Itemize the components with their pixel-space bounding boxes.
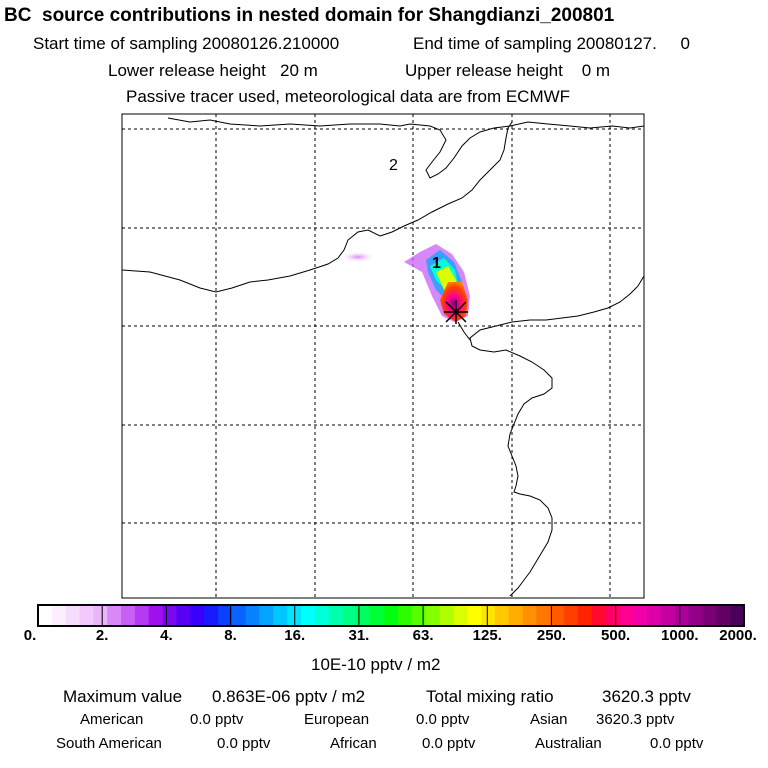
colorbar-tick-label: 500. — [601, 627, 631, 644]
colorbar-swatch — [480, 605, 496, 626]
colorbar-swatch — [536, 605, 551, 626]
colorbar-swatch — [688, 605, 704, 626]
colorbar-swatch — [301, 605, 316, 626]
colorbar-swatch — [93, 605, 108, 626]
colorbar-swatch — [591, 605, 607, 626]
colorbar-swatch — [273, 605, 288, 626]
colorbar-swatch — [107, 605, 122, 626]
colorbar-tick-label: 31. — [348, 627, 370, 644]
colorbar-swatch — [134, 605, 150, 626]
site-label-1: 1 — [432, 255, 441, 272]
colorbar-swatch — [633, 605, 648, 626]
colorbar-tick-label: 125. — [472, 627, 502, 644]
colorbar-swatch — [605, 605, 621, 626]
colorbar-swatch — [564, 605, 579, 626]
colorbar-frame — [37, 604, 745, 627]
colorbar-tick-label: 8. — [224, 627, 237, 644]
colorbar-swatch — [411, 605, 427, 626]
colorbar-swatch — [245, 605, 261, 626]
colorbar-swatch — [342, 605, 357, 626]
colorbar-swatch — [702, 605, 717, 626]
colorbar-tick-label: 2. — [95, 627, 109, 644]
region-african-label: African — [330, 735, 377, 752]
max-value: 0.863E-06 pptv / m2 — [212, 687, 366, 706]
colorbar-swatch — [314, 605, 330, 626]
region-african-value: 0.0 pptv — [422, 735, 476, 752]
coastlines — [122, 117, 644, 597]
colorbar-swatch — [259, 605, 274, 626]
colorbar-tick-label: 4. — [160, 627, 173, 644]
colorbar-swatch — [397, 605, 413, 626]
colorbar-swatch — [577, 605, 593, 626]
colorbar-swatch — [522, 605, 537, 626]
region-australian-value: 0.0 pptv — [650, 735, 704, 752]
colorbar-swatch — [217, 605, 233, 626]
colorbar-unit: 10E-10 pptv / m2 — [311, 655, 441, 674]
colorbar-swatch — [38, 605, 53, 626]
colorbar-swatch — [65, 605, 81, 626]
colorbar-swatch — [453, 605, 468, 626]
total-mixing-value: 3620.3 pptv — [602, 687, 691, 706]
colorbar-swatch — [231, 605, 247, 626]
colorbar-tick-label: 0. — [23, 627, 37, 644]
map-frame — [121, 113, 645, 599]
colorbar-swatch — [148, 605, 164, 626]
colorbar-swatch — [508, 605, 524, 626]
region-american-value: 0.0 pptv — [190, 711, 244, 728]
colorbar-swatch — [204, 605, 219, 626]
colorbar-swatch — [647, 605, 662, 626]
colorbar-tick-label: 1000. — [661, 627, 699, 644]
colorbar-swatch — [730, 605, 745, 626]
max-value-label: Maximum value — [63, 687, 183, 706]
start-time-label: Start time of sampling 20080126.210000 — [33, 34, 340, 53]
colorbar-swatch — [384, 605, 399, 626]
colorbar-swatch — [370, 605, 385, 626]
region-australian-label: Australian — [535, 735, 602, 752]
colorbar-swatch — [79, 605, 94, 626]
site-marker — [444, 300, 468, 324]
colorbar-swatch — [51, 605, 67, 626]
colorbar-swatch — [660, 605, 676, 626]
colorbar-swatch — [619, 605, 634, 626]
map-gridlines — [122, 114, 644, 598]
site-label-2: 2 — [389, 157, 398, 174]
colorbar-tick-label: 63. — [412, 627, 434, 644]
colorbar-swatch — [425, 605, 441, 626]
colorbar-swatch — [494, 605, 510, 626]
colorbar-tick-label: 2000. — [719, 627, 757, 644]
upper-release-label: Upper release height 0 m — [405, 61, 611, 80]
colorbar-swatch — [356, 605, 371, 626]
colorbar-tick-label: 250. — [536, 627, 567, 644]
region-asian-label: Asian — [530, 711, 568, 728]
plume-west-patch — [342, 252, 374, 262]
colorbar-tick-label: 16. — [284, 627, 306, 644]
colorbar-swatch — [328, 605, 344, 626]
end-time-label: End time of sampling 20080127. 0 — [413, 34, 690, 53]
colorbar-swatch — [190, 605, 205, 626]
colorbar-swatch — [162, 605, 178, 626]
region-south-american-label: South American — [56, 735, 162, 752]
region-south-american-value: 0.0 pptv — [217, 735, 271, 752]
region-european-value: 0.0 pptv — [416, 711, 470, 728]
colorbar-swatch — [439, 605, 454, 626]
colorbar-swatch — [467, 605, 482, 626]
plot-title: BC source contributions in nested domain… — [4, 5, 615, 26]
colorbar — [37, 604, 745, 627]
region-american-label: American — [80, 711, 144, 728]
colorbar-swatch — [550, 605, 565, 626]
colorbar-swatch — [674, 605, 690, 626]
colorbar-swatch — [716, 605, 731, 626]
colorbar-swatch — [176, 605, 191, 626]
region-european-label: European — [304, 711, 370, 728]
colorbar-swatch — [121, 605, 136, 626]
total-mixing-label: Total mixing ratio — [426, 687, 554, 706]
tracer-note: Passive tracer used, meteorological data… — [126, 87, 571, 106]
lower-release-label: Lower release height 20 m — [108, 61, 318, 80]
region-asian-value: 3620.3 pptv — [596, 711, 675, 728]
